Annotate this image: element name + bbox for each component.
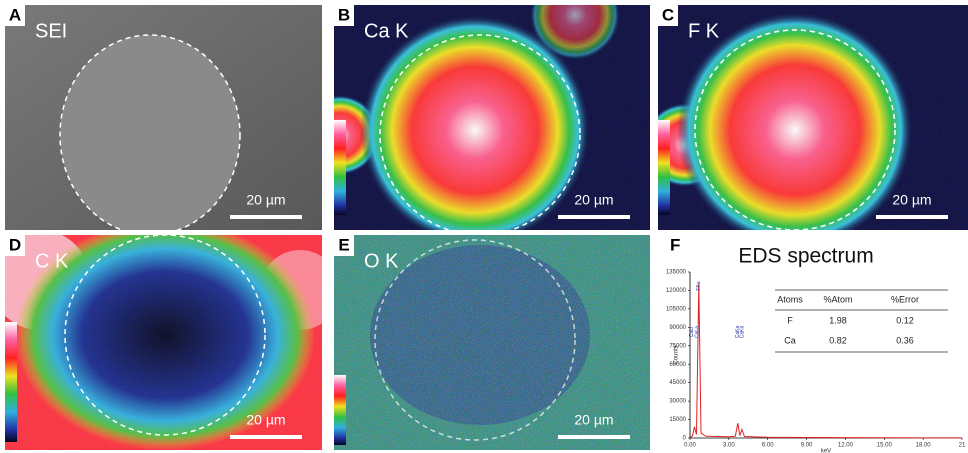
panel-letter: D (9, 235, 21, 254)
panel-letter: F (670, 235, 680, 254)
panel-title: SEI (35, 20, 67, 42)
panel-title: O K (364, 250, 399, 272)
panel-title: F K (688, 20, 720, 42)
scale-bar-label: 20 µm (574, 412, 613, 428)
table-header: %Error (891, 294, 919, 304)
panel-letter: C (662, 5, 674, 24)
x-tick-label: 21 (959, 443, 966, 449)
x-tick-label: 3.00 (723, 443, 735, 449)
spectrum-line (691, 284, 962, 438)
scale-bar-label: 20 µm (246, 192, 285, 208)
ca-map (300, 0, 650, 245)
panel-letter: B (338, 5, 350, 24)
scale-bar-label: 20 µm (574, 192, 613, 208)
table-cell: 0.36 (896, 335, 914, 345)
panel-title: C K (35, 250, 69, 272)
y-tick-label: 90000 (669, 325, 686, 331)
table-cell: Ca (784, 335, 796, 345)
x-tick-label: 15.00 (877, 443, 893, 449)
scale-bar-label: 20 µm (892, 192, 931, 208)
peak-label: FKa (696, 281, 702, 290)
x-axis-label: keV (821, 449, 831, 453)
table-cell: 1.98 (829, 315, 847, 325)
table-cell: F (787, 315, 793, 325)
peak-label: CaLa (695, 326, 701, 338)
x-tick-label: 0.00 (684, 443, 696, 449)
y-tick-label: 30000 (669, 399, 686, 405)
table-header: %Atom (823, 294, 852, 304)
y-tick-label: 0 (683, 436, 687, 442)
y-tick-label: 135000 (666, 270, 687, 276)
y-axis-label: Counts (674, 345, 680, 364)
x-tick-label: 9.00 (801, 443, 813, 449)
panel-title: Ca K (364, 20, 409, 42)
y-tick-label: 120000 (666, 288, 687, 294)
x-tick-label: 12.00 (838, 443, 854, 449)
scale-bar-label: 20 µm (246, 412, 285, 428)
y-tick-label: 45000 (669, 380, 686, 386)
panel-letter: E (338, 235, 349, 254)
x-tick-label: 18.00 (916, 443, 932, 449)
eds-chart: 0150003000045000600007500090000105000120… (666, 270, 966, 453)
table-cell: 0.12 (896, 315, 914, 325)
peak-label: CaKb (739, 326, 745, 339)
panel-letter: A (9, 5, 21, 24)
y-tick-label: 15000 (669, 417, 686, 423)
table-header: Atoms (777, 294, 803, 304)
figure: A SEI 20 µm B Ca K 20 µm C F K 20 µm D C K 20 µm E O … (0, 0, 968, 453)
table-cell: 0.82 (829, 335, 847, 345)
panel-title: EDS spectrum (738, 245, 873, 268)
y-tick-label: 105000 (666, 306, 687, 312)
x-tick-label: 6.00 (762, 443, 774, 449)
